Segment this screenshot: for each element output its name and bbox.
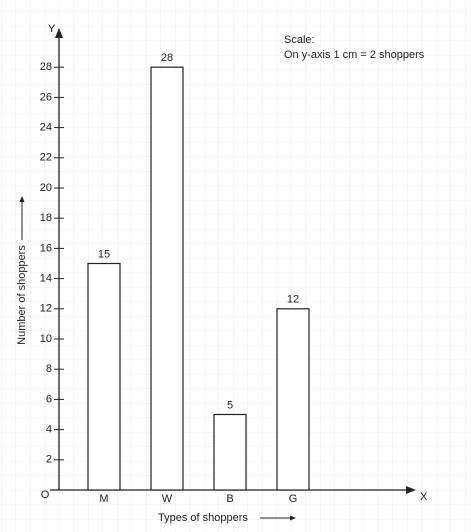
value-label: 12 xyxy=(287,294,299,306)
y-arrow xyxy=(55,28,63,38)
y-tick-label: 8 xyxy=(46,363,52,375)
value-label: 5 xyxy=(227,399,233,411)
x-tick-label: M xyxy=(99,493,108,505)
y-axis-label: Number of shoppers xyxy=(16,245,28,345)
y-tick-label: 28 xyxy=(40,61,52,73)
scale-title: Scale: xyxy=(284,34,315,46)
y-tick-label: 4 xyxy=(46,424,52,436)
x-arrow xyxy=(406,486,416,494)
y-tick-label: 24 xyxy=(40,122,52,134)
value-label: 15 xyxy=(98,248,110,260)
y-tick-label: 14 xyxy=(40,273,52,285)
x-tick-label: W xyxy=(162,493,173,505)
y-tick-label: 18 xyxy=(40,212,52,224)
x-axis-letter: X xyxy=(420,491,428,503)
value-label: 28 xyxy=(161,52,173,64)
y-tick-label: 12 xyxy=(40,303,52,315)
bar xyxy=(276,308,310,491)
y-tick-label: 16 xyxy=(40,242,52,254)
x-axis-label: Types of shoppers xyxy=(158,512,248,524)
bar xyxy=(87,262,121,491)
bar xyxy=(150,66,184,491)
y-tick-label: 10 xyxy=(40,333,52,345)
y-tick-label: 22 xyxy=(40,152,52,164)
y-tick-label: 20 xyxy=(40,182,52,194)
scale-text: On y-axis 1 cm = 2 shoppers xyxy=(284,49,425,61)
y-axis-letter: Y xyxy=(48,23,56,35)
x-tick-label: G xyxy=(289,493,298,505)
y-tick-label: 6 xyxy=(46,393,52,405)
y-tick-label: 26 xyxy=(40,91,52,103)
bar xyxy=(213,413,247,491)
y-label-arrowhead xyxy=(19,196,25,202)
x-tick-label: B xyxy=(226,493,233,505)
y-tick-label: 2 xyxy=(46,454,52,466)
x-label-arrowhead xyxy=(290,515,296,521)
origin-label: O xyxy=(41,489,50,501)
